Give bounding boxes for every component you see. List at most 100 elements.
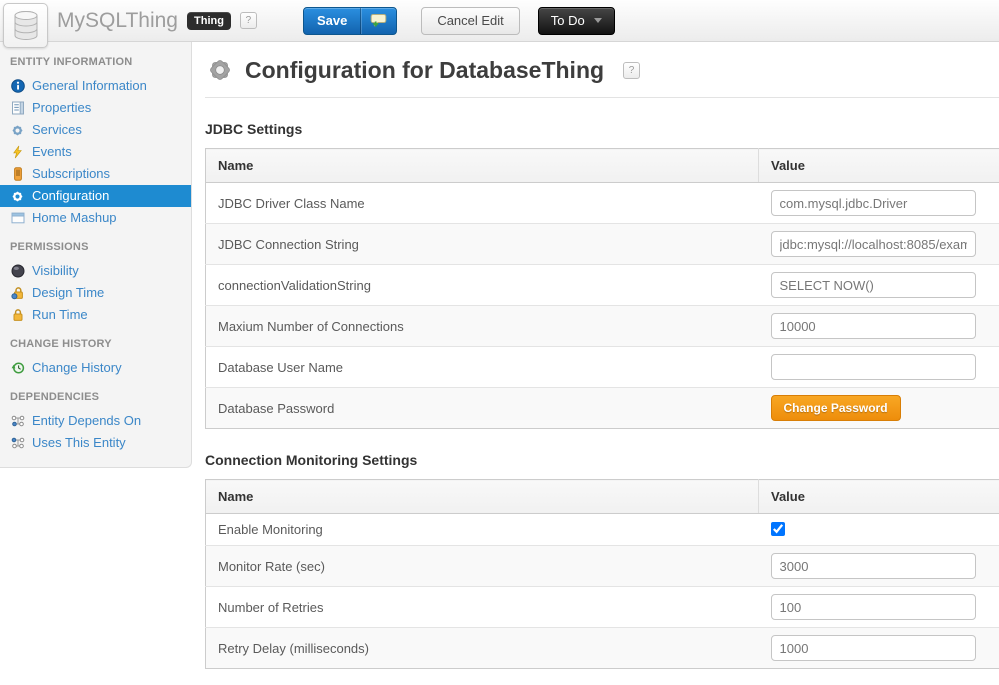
- table-row: Enable Monitoring: [205, 513, 999, 546]
- sidebar-item-label: Visibility: [32, 263, 79, 278]
- comment-bubble-icon: [371, 14, 387, 27]
- sidebar-item-uses-this-entity[interactable]: Uses This Entity: [0, 432, 191, 454]
- sidebar-section-dependencies: DEPENDENCIES: [10, 391, 100, 403]
- table-row: Retry Delay (milliseconds): [205, 627, 999, 669]
- window-icon: [10, 211, 25, 226]
- entity-help-button[interactable]: ?: [239, 12, 257, 29]
- history-clock-arrow-icon: [10, 361, 25, 376]
- chevron-down-icon: [593, 18, 602, 23]
- jdbc-driver-class-input[interactable]: [770, 190, 976, 216]
- jdbc-settings-title: JDBC Settings: [205, 121, 303, 137]
- setting-label: JDBC Connection String: [205, 223, 759, 265]
- todo-label: To Do: [550, 13, 585, 28]
- entity-name-title: MySQLThing: [57, 8, 178, 32]
- database-icon: [14, 10, 37, 41]
- page-header: Configuration for DatabaseThing ?: [205, 42, 999, 98]
- sidebar-item-label: Entity Depends On: [32, 413, 142, 428]
- column-header-value: Value: [758, 148, 999, 183]
- sidebar-item-label: Change History: [32, 360, 122, 375]
- change-password-button[interactable]: Change Password: [770, 395, 901, 421]
- sidebar-item-label: Subscriptions: [32, 166, 111, 181]
- sidebar-item-events[interactable]: Events: [0, 141, 191, 163]
- sidebar-item-services[interactable]: Services: [0, 119, 191, 141]
- properties-list-icon: [10, 101, 25, 116]
- table-row: JDBC Driver Class Name: [205, 182, 999, 224]
- app-logo-tile[interactable]: [3, 3, 48, 48]
- cancel-edit-label: Cancel Edit: [437, 13, 504, 28]
- top-toolbar: MySQLThing Thing ? Save Cancel Edit To D…: [0, 0, 999, 48]
- sidebar-item-run-time[interactable]: Run Time: [0, 304, 191, 326]
- table-row: connectionValidationString: [205, 264, 999, 306]
- sidebar-item-change-history[interactable]: Change History: [0, 357, 191, 379]
- page-title: Configuration for DatabaseThing: [245, 56, 605, 83]
- table-row: Maxium Number of Connections: [205, 305, 999, 347]
- sidebar-section-permissions: PERMISSIONS: [10, 241, 89, 253]
- sidebar-item-label: Properties: [32, 100, 92, 115]
- sidebar-item-label: General Information: [32, 78, 147, 93]
- services-gear-icon: [10, 123, 25, 138]
- dependency-graph-icon: [10, 414, 25, 429]
- cancel-edit-button[interactable]: Cancel Edit: [421, 6, 520, 35]
- jdbc-settings-table: Name Value JDBC Driver Class Name JDBC C…: [205, 148, 999, 429]
- retry-delay-input[interactable]: [770, 635, 976, 661]
- dark-sphere-icon: [10, 264, 25, 279]
- connection-validation-string-input[interactable]: [770, 272, 976, 298]
- sidebar-section-change-history: CHANGE HISTORY: [10, 338, 112, 350]
- sidebar-item-design-time[interactable]: Design Time: [0, 282, 191, 304]
- table-row: Monitor Rate (sec): [205, 545, 999, 587]
- page-help-button[interactable]: ?: [623, 61, 641, 79]
- column-header-value: Value: [758, 479, 999, 514]
- table-row: Database Password Change Password: [205, 387, 999, 429]
- sidebar-item-label: Home Mashup: [32, 210, 117, 225]
- sidebar-section-entity-information: ENTITY INFORMATION: [10, 56, 133, 68]
- sidebar-item-label: Uses This Entity: [32, 435, 126, 450]
- sidebar-item-home-mashup[interactable]: Home Mashup: [0, 207, 191, 229]
- lock-icon: [10, 308, 25, 323]
- table-row: JDBC Connection String: [205, 223, 999, 265]
- sidebar-item-label: Services: [32, 122, 82, 137]
- enable-monitoring-checkbox[interactable]: [770, 522, 785, 536]
- gear-icon: [10, 189, 25, 204]
- setting-label: JDBC Driver Class Name: [205, 182, 759, 224]
- sidebar-item-label: Run Time: [32, 307, 88, 322]
- connection-monitoring-settings-title: Connection Monitoring Settings: [205, 452, 418, 468]
- save-button[interactable]: Save: [302, 6, 398, 35]
- setting-label: Enable Monitoring: [205, 513, 759, 546]
- info-circle-icon: [10, 79, 25, 94]
- column-header-name: Name: [205, 479, 759, 514]
- monitor-rate-input[interactable]: [770, 553, 976, 579]
- connection-monitoring-table: Name Value Enable Monitoring Monitor Rat…: [205, 479, 999, 669]
- subscription-device-icon: [10, 167, 25, 182]
- save-comment-segment[interactable]: [360, 7, 396, 34]
- jdbc-connection-string-input[interactable]: [770, 231, 976, 257]
- setting-label: Number of Retries: [205, 586, 759, 628]
- setting-label: connectionValidationString: [205, 264, 759, 306]
- configuration-panel: Configuration for DatabaseThing ? JDBC S…: [205, 42, 999, 685]
- setting-label: Database Password: [205, 387, 759, 429]
- sidebar-item-general-information[interactable]: General Information: [0, 75, 191, 97]
- dependency-graph-icon: [10, 436, 25, 451]
- sidebar-item-properties[interactable]: Properties: [0, 97, 191, 119]
- database-username-input[interactable]: [770, 354, 976, 380]
- save-button-label: Save: [316, 13, 348, 28]
- entity-type-badge: Thing: [187, 11, 231, 30]
- gear-icon: [210, 60, 230, 80]
- sidebar-item-configuration[interactable]: Configuration: [0, 185, 191, 207]
- table-row: Number of Retries: [205, 586, 999, 628]
- sidebar-item-label: Events: [32, 144, 72, 159]
- setting-label: Database User Name: [205, 346, 759, 388]
- column-header-name: Name: [205, 148, 759, 183]
- sidebar-item-visibility[interactable]: Visibility: [0, 260, 191, 282]
- sidebar-item-entity-depends-on[interactable]: Entity Depends On: [0, 410, 191, 432]
- lock-user-icon: [10, 286, 25, 301]
- number-of-retries-input[interactable]: [770, 594, 976, 620]
- setting-label: Monitor Rate (sec): [205, 545, 759, 587]
- sidebar-item-label: Design Time: [32, 285, 105, 300]
- sidebar-item-label: Configuration: [32, 188, 110, 203]
- todo-dropdown-button[interactable]: To Do: [537, 6, 615, 35]
- lightning-icon: [10, 145, 25, 160]
- entity-sidebar: ENTITY INFORMATION General Information P…: [0, 42, 192, 468]
- setting-label: Maxium Number of Connections: [205, 305, 759, 347]
- sidebar-item-subscriptions[interactable]: Subscriptions: [0, 163, 191, 185]
- max-connections-input[interactable]: [770, 313, 976, 339]
